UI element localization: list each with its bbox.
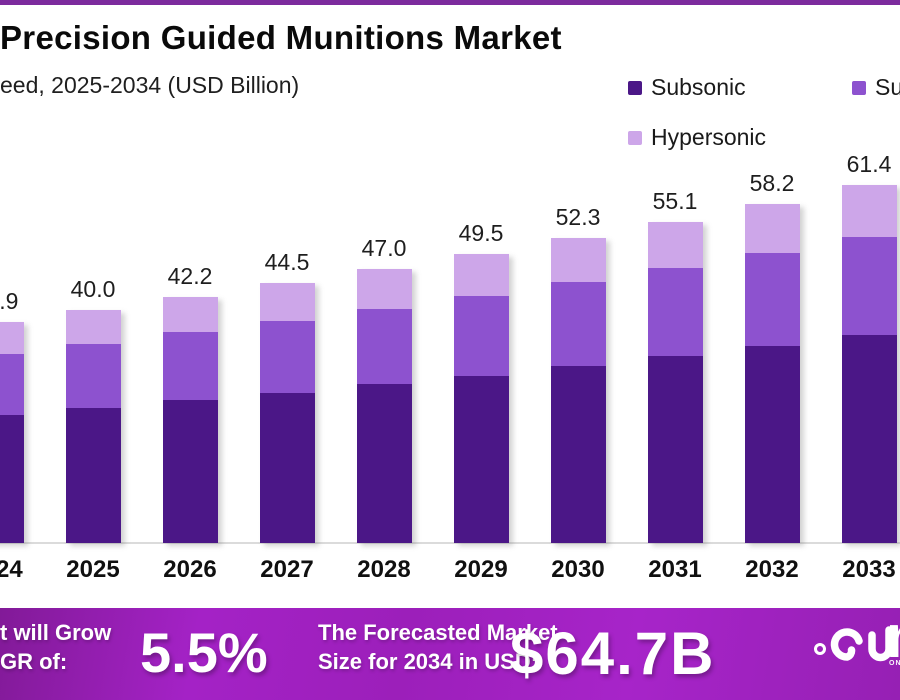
bar-2032 — [744, 203, 800, 543]
bar-segment-hypersonic-2026 — [162, 296, 218, 333]
bar-segment-subsonic-2030 — [550, 366, 606, 543]
bar-segment-hypersonic-2032 — [744, 203, 800, 253]
x-axis-label-2032: 2032 — [745, 556, 799, 583]
x-axis-label-2027: 2027 — [260, 556, 314, 583]
x-axis-label-2024: 2024 — [0, 556, 23, 583]
bar-segment-hypersonic-2024 — [0, 321, 24, 355]
legend-label-hypersonic: Hypersonic — [651, 124, 767, 150]
bar-segment-subsonic-2031 — [647, 356, 703, 543]
cagr-value: 5.5% — [140, 621, 268, 684]
value-label-2029: 49.5 — [458, 220, 504, 247]
bar-segment-hypersonic-2033 — [841, 184, 897, 237]
x-axis-line — [0, 542, 900, 544]
bar-segment-subsonic-2028 — [356, 383, 412, 543]
value-label-2027: 44.5 — [264, 249, 310, 276]
chart-title: Precision Guided Munitions Market — [0, 19, 562, 56]
x-axis-label-2029: 2029 — [454, 556, 508, 583]
legend-label-subsonic: Subsonic — [651, 74, 746, 100]
bar-2033 — [841, 184, 897, 543]
bar-segment-supersonic-2033 — [841, 236, 897, 336]
bar-segment-subsonic-2029 — [453, 375, 509, 543]
bar-segment-supersonic-2026 — [162, 332, 218, 401]
bar-segment-subsonic-2027 — [259, 392, 315, 543]
bar-2030 — [550, 237, 606, 543]
bar-segment-hypersonic-2030 — [550, 237, 606, 283]
bar-2026 — [162, 296, 218, 543]
legend-swatch-supersonic-icon — [852, 80, 866, 95]
bar-segment-supersonic-2030 — [550, 282, 606, 367]
x-axis-label-2031: 2031 — [648, 556, 702, 583]
value-label-2031: 55.1 — [652, 187, 698, 214]
bar-segment-subsonic-2032 — [744, 345, 800, 543]
bar-segment-hypersonic-2029 — [453, 254, 509, 297]
banner-forecast-text-line1: The Forecasted Market — [318, 620, 558, 645]
legend-label-supersonic: Supersonic — [875, 74, 900, 100]
banner-forecast-text: The Forecasted Market Size for 2034 in U… — [318, 618, 558, 676]
bar-segment-supersonic-2032 — [744, 252, 800, 346]
legend-item-subsonic: Subsonic — [628, 74, 746, 101]
bar-segment-hypersonic-2031 — [647, 221, 703, 268]
x-axis-label-2028: 2028 — [357, 556, 411, 583]
x-axis-label-2026: 2026 — [163, 556, 217, 583]
bar-segment-hypersonic-2025 — [65, 309, 121, 344]
banner-forecast-text-line2: Size for 2034 in USD: — [318, 649, 539, 674]
value-label-2028: 47.0 — [361, 234, 407, 261]
value-label-2026: 42.2 — [167, 262, 213, 289]
bar-segment-supersonic-2031 — [647, 267, 703, 357]
top-accent-strip — [0, 0, 900, 5]
bar-2024 — [0, 321, 24, 543]
legend-item-hypersonic: Hypersonic — [628, 124, 766, 151]
x-axis-label-2025: 2025 — [66, 556, 120, 583]
bar-segment-supersonic-2025 — [65, 343, 121, 408]
bar-segment-supersonic-2028 — [356, 308, 412, 384]
bar-segment-subsonic-2024 — [0, 414, 24, 543]
bar-segment-hypersonic-2027 — [259, 283, 315, 322]
forecast-value: $64.7B — [510, 620, 716, 687]
bar-segment-subsonic-2026 — [162, 400, 218, 543]
logo-tagline-fragment: ON — [889, 660, 900, 667]
value-label-2032: 58.2 — [749, 169, 795, 196]
bar-2028 — [356, 268, 412, 543]
market-us-logo-icon — [814, 626, 893, 662]
bar-segment-supersonic-2024 — [0, 354, 24, 415]
value-label-2033: 61.4 — [846, 150, 892, 177]
legend-item-supersonic: Supersonic — [852, 74, 900, 101]
banner-cagr-text-line2: GR of: — [0, 649, 68, 674]
legend-swatch-hypersonic-icon — [628, 130, 642, 145]
x-axis-label-2030: 2030 — [551, 556, 605, 583]
bottom-banner: t will Grow GR of: 5.5% The Forecasted M… — [0, 603, 900, 700]
bar-2031 — [647, 221, 703, 543]
bar-2029 — [453, 254, 509, 543]
bar-segment-subsonic-2025 — [65, 407, 121, 543]
bar-2027 — [259, 283, 315, 543]
bar-segment-hypersonic-2028 — [356, 268, 412, 309]
value-label-2024: 37.9 — [0, 287, 19, 314]
chart-subtitle: eed, 2025-2034 (USD Billion) — [0, 72, 300, 98]
x-axis-label-2033: 2033 — [842, 556, 896, 583]
bar-segment-supersonic-2027 — [259, 321, 315, 393]
bar-segment-subsonic-2033 — [841, 335, 897, 543]
value-label-2030: 52.3 — [555, 203, 601, 230]
bar-2025 — [65, 309, 121, 543]
value-label-2025: 40.0 — [70, 275, 116, 302]
logo-partial-letter: m — [886, 602, 900, 671]
bar-segment-supersonic-2029 — [453, 296, 509, 376]
legend-swatch-subsonic-icon — [628, 80, 642, 95]
banner-cagr-text: t will Grow GR of: — [0, 618, 111, 676]
banner-cagr-text-line1: t will Grow — [0, 620, 112, 645]
